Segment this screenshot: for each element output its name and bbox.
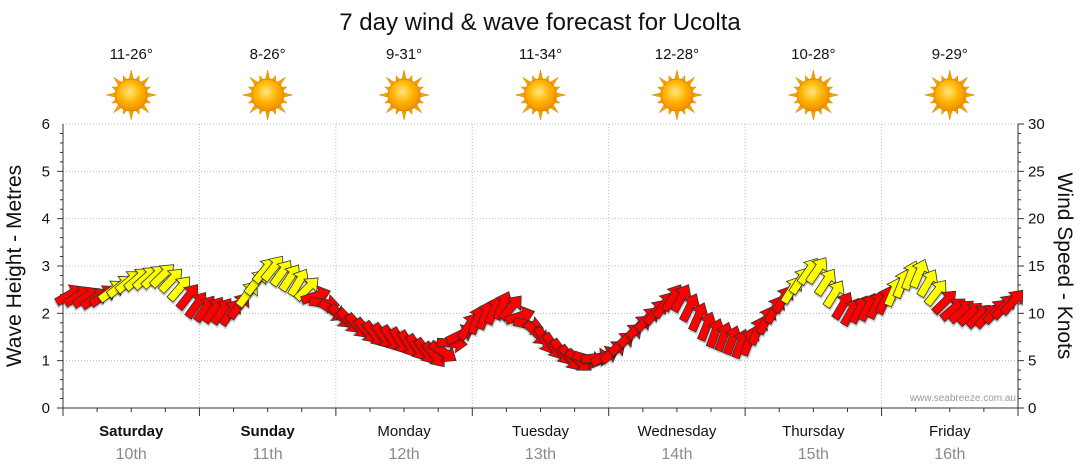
temperature-range: 11-26° — [110, 46, 153, 63]
y-right-tick-label: 25 — [1028, 163, 1045, 180]
temperature-range: 10-28° — [791, 46, 835, 63]
wind-arrow — [813, 268, 837, 300]
y-left-tick-label: 2 — [42, 305, 50, 322]
y-right-tick-label: 5 — [1028, 353, 1036, 370]
y-axis-right-label: Wind Speed - Knots — [1053, 173, 1076, 360]
wind-speed-axis: 0 5 10 15 20 25 30 — [1028, 116, 1045, 417]
temperature-range: 12-28° — [655, 46, 699, 63]
y-axis-left-label: Wave Height - Metres — [3, 165, 26, 367]
y-right-tick-label: 30 — [1028, 116, 1045, 133]
wind-arrow — [497, 295, 522, 325]
day-labels: Saturday 10th Sunday 11th Monday 12th Tuesday 1… — [99, 423, 971, 463]
day-name: Wednesday — [637, 423, 716, 440]
day-date: 14th — [661, 446, 692, 463]
temperature-range: 9-29° — [932, 46, 968, 63]
wind-arrow — [999, 289, 1024, 319]
day-date: 10th — [116, 446, 147, 463]
temperature-range: 8-26° — [250, 46, 286, 63]
y-left-tick-label: 6 — [42, 116, 50, 133]
day-date: 13th — [525, 446, 556, 463]
watermark: www.seabreeze.com.au — [909, 393, 1016, 404]
day-date: 16th — [934, 446, 965, 463]
day-name: Thursday — [782, 423, 845, 440]
wave-height-axis: 0 1 2 3 4 5 6 — [42, 116, 50, 417]
temperature-range: 9-31° — [386, 46, 422, 63]
y-right-tick-label: 20 — [1028, 211, 1045, 228]
sun-icon — [242, 69, 293, 121]
sun-icon — [379, 69, 430, 121]
wind-arrows — [53, 255, 1024, 371]
y-right-tick-label: 0 — [1028, 400, 1036, 417]
day-name: Sunday — [241, 423, 296, 440]
day-date: 11th — [253, 446, 283, 463]
sun-icon — [515, 69, 566, 121]
y-left-tick-label: 4 — [42, 211, 50, 228]
y-left-tick-label: 1 — [42, 353, 50, 370]
plot-grid — [57, 123, 1024, 416]
day-date: 12th — [389, 446, 420, 463]
day-name: Tuesday — [512, 423, 569, 440]
y-left-tick-label: 0 — [42, 400, 50, 417]
day-name: Saturday — [99, 423, 164, 440]
sun-icon — [651, 69, 702, 121]
chart-title: 7 day wind & wave forecast for Ucolta — [339, 9, 741, 36]
y-right-tick-label: 15 — [1028, 258, 1045, 275]
day-name: Friday — [929, 423, 971, 440]
wind-arrow — [822, 280, 845, 312]
y-left-tick-label: 3 — [42, 258, 50, 275]
y-left-tick-label: 5 — [42, 163, 50, 180]
sun-icon — [788, 69, 839, 121]
temperature-range: 11-34° — [519, 46, 562, 63]
sun-icon — [924, 69, 975, 121]
day-name: Monday — [377, 423, 431, 440]
daily-weather-row: 11-26° 8-26° 9-31° 11-34° 12-28° 10-28° 9-29° — [106, 46, 975, 121]
y-right-tick-label: 10 — [1028, 305, 1045, 322]
day-date: 15th — [798, 446, 829, 463]
sun-icon — [106, 69, 157, 121]
